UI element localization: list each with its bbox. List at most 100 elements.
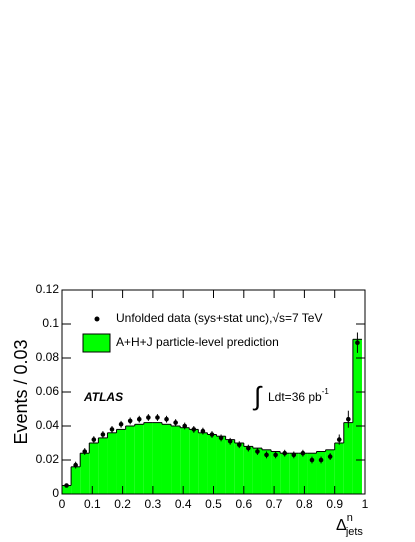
histogram-bar xyxy=(62,485,72,494)
histogram-bar xyxy=(116,429,126,494)
histogram-bar xyxy=(125,426,135,494)
data-point xyxy=(273,452,278,458)
data-point xyxy=(191,427,197,432)
data-point xyxy=(136,416,142,422)
y-tick-label: 0.02 xyxy=(36,452,60,466)
histogram-bar xyxy=(207,434,217,494)
data-point xyxy=(109,427,115,432)
experiment-label: ATLAS xyxy=(83,390,123,404)
data-point xyxy=(300,450,306,456)
y-tick-label: 0 xyxy=(52,486,59,500)
integral-sign: ∫ xyxy=(252,381,263,411)
histogram-bar xyxy=(198,432,208,494)
data-point xyxy=(291,452,297,458)
histogram-bar xyxy=(107,432,117,494)
histogram-bar xyxy=(225,439,235,494)
data-point xyxy=(118,422,124,427)
x-tick-label: 0.7 xyxy=(266,497,283,511)
data-point xyxy=(336,437,342,442)
data-point xyxy=(264,452,269,458)
x-tick-label: 0.8 xyxy=(296,497,313,511)
data-point xyxy=(218,435,224,441)
histogram-bar xyxy=(216,436,226,494)
x-tick-label: 0.3 xyxy=(145,497,162,511)
x-label-sub: jets xyxy=(345,526,364,537)
data-point xyxy=(327,454,333,459)
data-point xyxy=(146,415,151,420)
y-tick-label: 0.1 xyxy=(42,316,59,330)
histogram-bar xyxy=(316,451,326,494)
x-tick-label: 0.5 xyxy=(205,497,222,511)
data-point xyxy=(82,449,88,454)
y-tick-label: 0.06 xyxy=(36,384,60,398)
x-tick-label: 0.9 xyxy=(326,497,343,511)
data-point xyxy=(91,437,97,442)
histogram-bar xyxy=(271,451,281,494)
data-point xyxy=(209,432,215,437)
data-point xyxy=(346,416,351,422)
legend-swatch xyxy=(82,333,111,353)
data-point xyxy=(227,439,233,444)
histogram-bar xyxy=(243,446,253,494)
x-label-sup: n xyxy=(347,512,353,524)
histogram-bar xyxy=(325,449,335,494)
histogram-bar xyxy=(80,453,90,494)
histogram-bar xyxy=(252,448,262,494)
histogram-bar xyxy=(334,443,344,494)
histogram-bar xyxy=(98,437,108,494)
y-axis-label: Events / 0.03 xyxy=(11,339,31,444)
x-tick-label: 0 xyxy=(59,497,66,511)
x-label-symbol: Δ xyxy=(336,517,347,534)
data-point xyxy=(200,428,206,434)
histogram-bar xyxy=(280,453,290,494)
x-tick-label: 0.1 xyxy=(84,497,101,511)
data-point xyxy=(282,450,288,456)
y-tick-label: 0.04 xyxy=(36,418,60,432)
histogram-bar xyxy=(143,422,153,494)
histogram-bar xyxy=(261,449,272,494)
data-point xyxy=(64,483,69,488)
histogram-bar xyxy=(180,427,190,494)
histogram-bar xyxy=(134,424,144,494)
histogram-bar xyxy=(289,453,299,494)
data-point xyxy=(236,442,242,448)
data-point xyxy=(155,415,160,420)
data-point xyxy=(73,462,78,468)
data-point xyxy=(318,457,324,463)
histogram-bar xyxy=(152,422,162,494)
data-point xyxy=(355,340,360,346)
histogram-bar xyxy=(343,422,353,494)
legend-label: A+H+J particle-level prediction xyxy=(116,335,279,349)
lumi-text: Ldt=36 pb xyxy=(268,390,322,404)
data-point xyxy=(127,418,133,424)
legend-label: Unfolded data (sys+stat unc),√s=7 TeV xyxy=(116,311,322,325)
x-axis-label: Δn jets xyxy=(336,512,363,537)
histogram-bar xyxy=(307,453,317,494)
x-tick-label: 1 xyxy=(362,497,369,511)
data-point xyxy=(164,416,169,422)
x-tick-label: 0.4 xyxy=(175,497,192,511)
histogram-bar xyxy=(298,453,308,494)
data-point xyxy=(182,423,188,429)
data-point xyxy=(246,445,251,451)
y-tick-label: 0.08 xyxy=(36,350,60,364)
x-tick-label: 0.6 xyxy=(235,497,252,511)
histogram-bar xyxy=(161,424,172,494)
histogram-bar xyxy=(352,339,362,494)
histogram-bar xyxy=(234,443,244,494)
data-point xyxy=(309,457,315,463)
lumi-exp: -1 xyxy=(322,387,330,396)
legend-marker xyxy=(94,316,100,322)
lumi-label: Ldt=36 pb-1 xyxy=(268,387,329,404)
histogram-bar xyxy=(189,429,199,494)
histogram-bar xyxy=(171,426,181,494)
histogram-bar xyxy=(89,443,99,494)
x-tick-label: 0.2 xyxy=(114,497,131,511)
histogram-bar xyxy=(71,466,81,494)
data-point xyxy=(173,420,178,425)
data-point xyxy=(255,449,260,454)
data-point xyxy=(100,432,106,437)
y-tick-label: 0.12 xyxy=(36,282,60,296)
